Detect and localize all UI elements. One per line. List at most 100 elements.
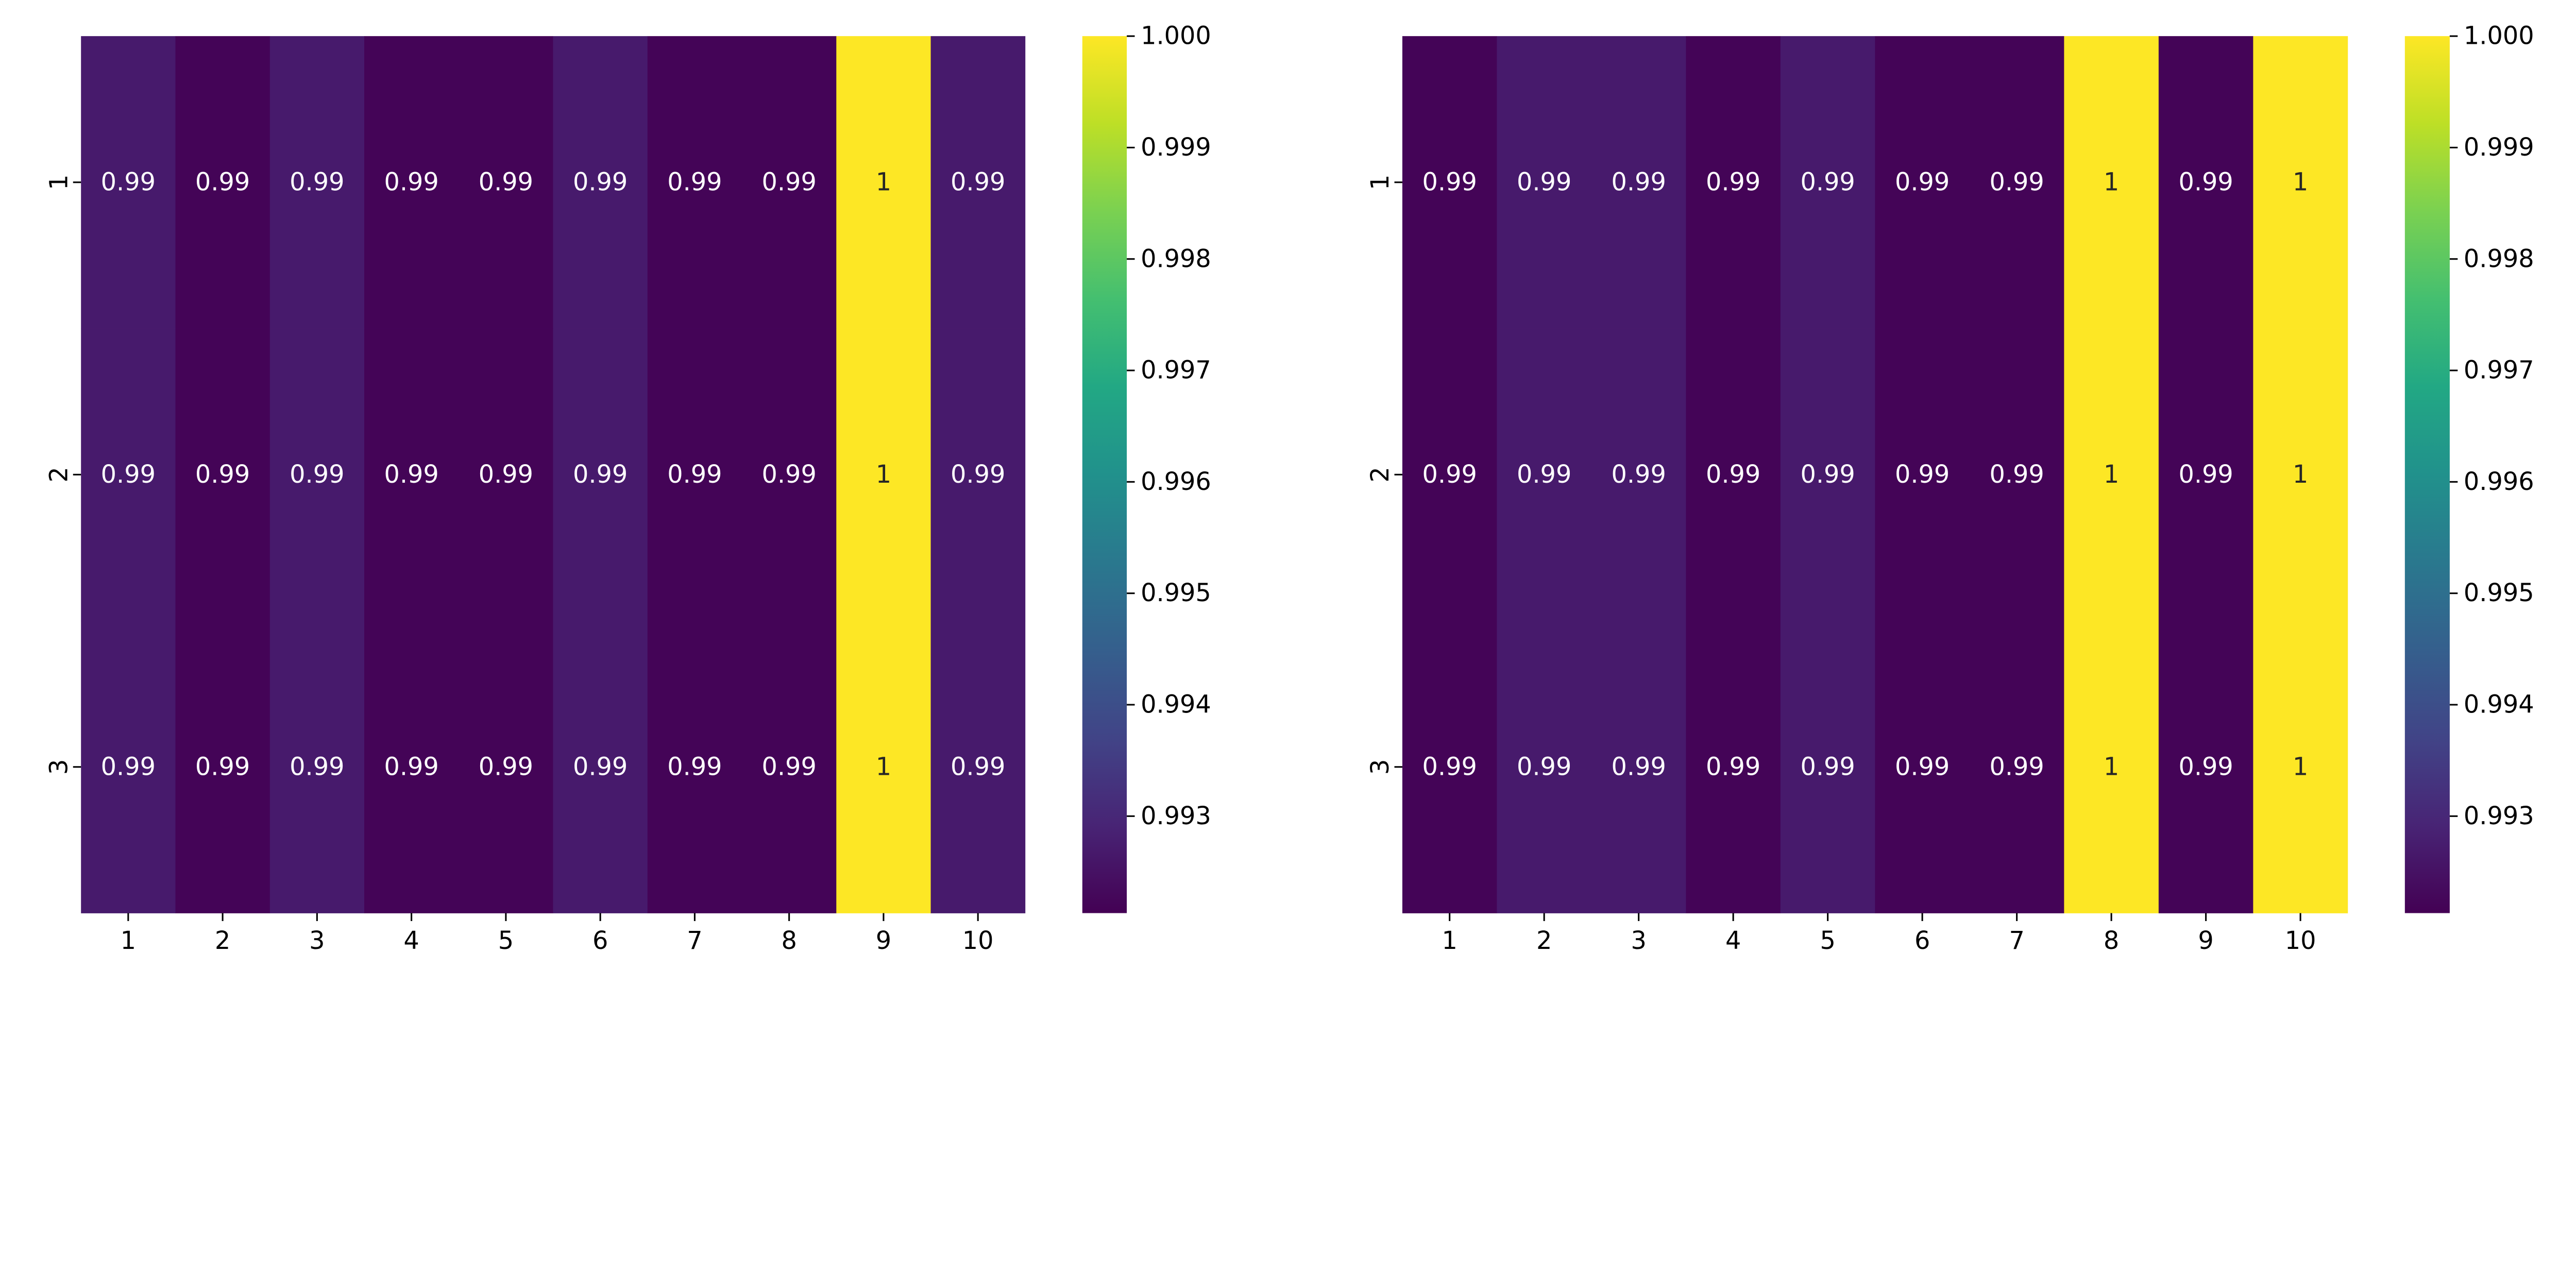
heatmap-panel-1: 0.99 0.99 0.99 0.99 0.99 0.99 0.99 0.99 1 0.99 0.9… (45, 22, 1211, 955)
x-tick-label: 5 (1820, 927, 1835, 955)
heatmap-cell (364, 36, 459, 329)
cell-annotation: 0.99 (195, 168, 250, 196)
cell-annotation: 0.99 (1800, 753, 1855, 781)
heatmap-panel-2: 0.99 0.99 0.99 0.99 0.99 0.99 0.99 1 0.99 1 0.99 0.… (1366, 22, 2534, 955)
y-tick-label: 2 (45, 467, 73, 482)
heatmap-cell (269, 328, 365, 621)
y-tick-label: 3 (1366, 759, 1395, 775)
cell-annotation: 0.99 (1517, 168, 1571, 196)
heatmap-cell (1875, 328, 1970, 621)
heatmap-cell (2064, 36, 2159, 329)
heatmap-cell (1402, 36, 1497, 329)
heatmap-cell (1875, 621, 1970, 913)
heatmap-cell (1780, 621, 1875, 913)
x-tick-label: 3 (1631, 927, 1646, 955)
y-tick-label: 1 (45, 175, 73, 190)
cell-annotation: 0.99 (384, 753, 438, 781)
x-tick-label: 1 (1442, 927, 1457, 955)
x-tick-label: 4 (403, 927, 419, 955)
heatmap-cell (459, 328, 553, 621)
heatmap-cell (2158, 621, 2253, 913)
heatmap-cell (553, 621, 648, 913)
cell-annotation: 1 (2293, 753, 2308, 781)
x-tick-label: 10 (2285, 927, 2316, 955)
colorbar (2404, 36, 2450, 913)
colorbar-tick-label: 1.000 (2464, 22, 2534, 50)
cell-annotation: 1 (2293, 168, 2308, 196)
heatmap-cell (2158, 328, 2253, 621)
heatmap-cell (364, 621, 459, 913)
heatmap-cell (2253, 621, 2348, 913)
cell-annotation: 0.99 (1422, 753, 1477, 781)
heatmap-cell (647, 36, 742, 329)
cell-annotation: 0.99 (101, 753, 156, 781)
heatmap-cell (81, 621, 176, 913)
heatmap-cell (81, 328, 176, 621)
heatmap-cell (175, 621, 270, 913)
cell-annotation: 1 (2293, 461, 2308, 489)
colorbar-tick-label: 0.997 (2464, 356, 2534, 385)
heatmap-cell (1780, 36, 1875, 329)
cell-annotation: 0.99 (290, 461, 344, 489)
cell-annotation: 0.99 (1989, 461, 2044, 489)
cell-annotation: 1 (876, 168, 891, 196)
heatmap-cell (81, 36, 176, 329)
x-tick-label: 7 (687, 927, 702, 955)
heatmap-cell (742, 328, 837, 621)
cell-annotation: 0.99 (1895, 168, 1950, 196)
cell-annotation: 0.99 (2178, 461, 2233, 489)
cell-annotation: 1 (2104, 753, 2119, 781)
figure: 0.99 0.99 0.99 0.99 0.99 0.99 0.99 0.99 1 0.990.9… (45, 22, 2534, 955)
cell-annotation: 0.99 (479, 168, 533, 196)
heatmap-cell (1591, 36, 1686, 329)
cell-annotation: 0.99 (667, 168, 722, 196)
x-tick-label: 2 (1536, 927, 1552, 955)
cell-annotation: 0.99 (951, 168, 1005, 196)
heatmap-cell (364, 328, 459, 621)
cell-annotation: 0.99 (1895, 461, 1950, 489)
colorbar-tick-label: 0.998 (2464, 245, 2534, 273)
x-tick-label: 8 (781, 927, 796, 955)
heatmap-cell (2158, 36, 2253, 329)
cell-annotation: 1 (2104, 168, 2119, 196)
y-tick-label: 2 (1366, 467, 1395, 482)
heatmap-cell (2253, 36, 2348, 329)
x-tick-label: 4 (1725, 927, 1741, 955)
cell-annotation: 0.99 (1706, 168, 1760, 196)
x-tick-label: 8 (2104, 927, 2119, 955)
heatmap-cell (175, 36, 270, 329)
heatmap-cell (1969, 328, 2064, 621)
cell-annotation: 0.99 (290, 168, 344, 196)
heatmap-cell (1686, 621, 1781, 913)
cell-annotation: 0.99 (951, 753, 1005, 781)
heatmap-cell (836, 36, 931, 329)
x-tick-label: 6 (592, 927, 608, 955)
x-tick-label: 10 (962, 927, 994, 955)
heatmap-cell (930, 621, 1026, 913)
heatmap-cell (1780, 328, 1875, 621)
colorbar-tick-label: 0.996 (2464, 468, 2534, 496)
heatmap-cell (1875, 36, 1970, 329)
heatmap-cell (1402, 328, 1497, 621)
heatmap-cell (647, 328, 742, 621)
heatmap-cell (742, 36, 837, 329)
cell-annotation: 0.99 (1989, 168, 2044, 196)
colorbar-tick-label: 0.995 (1141, 579, 1211, 607)
heatmap-cell (836, 328, 931, 621)
colorbar-tick-label: 0.998 (1141, 245, 1211, 273)
heatmap-cell (2064, 621, 2159, 913)
cell-annotation: 0.99 (573, 461, 628, 489)
cell-annotation: 0.99 (290, 753, 344, 781)
cell-annotation: 0.99 (667, 461, 722, 489)
cell-annotation: 0.99 (1611, 753, 1666, 781)
x-tick-label: 2 (215, 927, 230, 955)
cell-annotation: 0.99 (1611, 168, 1666, 196)
cell-annotation: 0.99 (1517, 461, 1571, 489)
heatmap-cell (2064, 328, 2159, 621)
colorbar-tick-label: 0.999 (2464, 133, 2534, 162)
heatmap-cell (930, 36, 1026, 329)
cell-annotation: 0.99 (101, 461, 156, 489)
cell-annotation: 1 (2104, 461, 2119, 489)
heatmap-cell (1969, 36, 2064, 329)
heatmap-cell (1497, 328, 1592, 621)
